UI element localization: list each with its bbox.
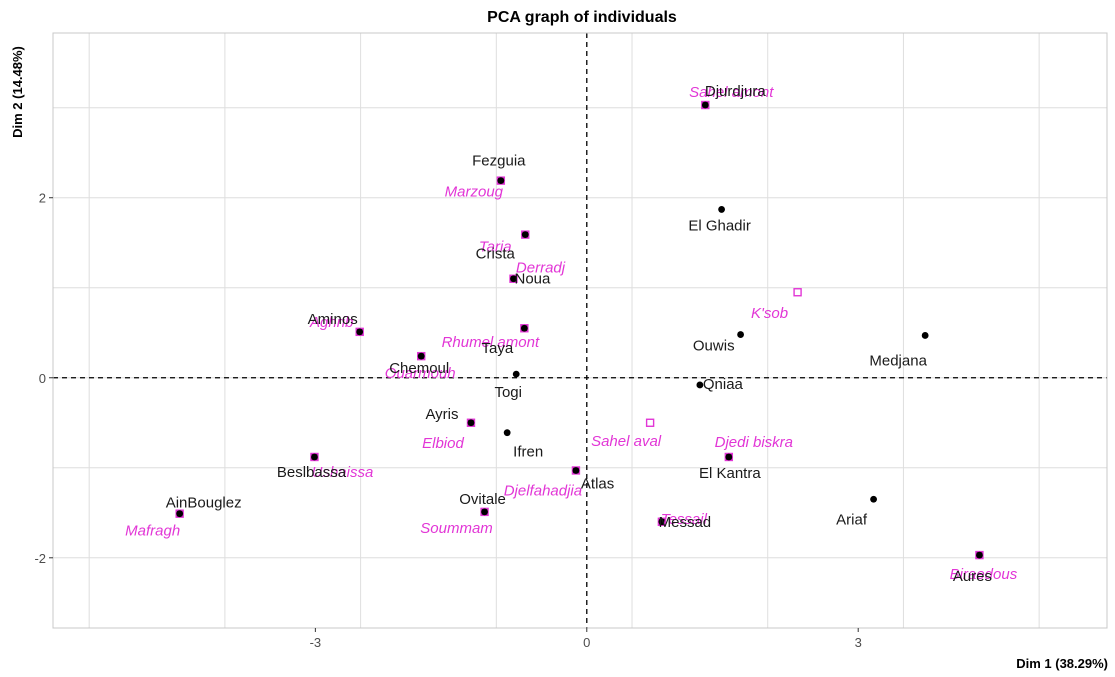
active-point [701,101,709,109]
active-point [520,324,528,332]
supplementary-point-label: Marzoug [445,184,504,201]
active-point [870,495,877,503]
y-tick-label: -2 [34,551,46,566]
active-point [976,551,983,559]
active-point-label: El Kantra [699,465,761,482]
reference-lines [53,33,1107,628]
active-point [737,331,744,338]
active-point-label: Noua [515,271,552,288]
supplementary-point-label: Aghrib [309,314,353,331]
active-point [510,275,517,283]
active-point [725,453,733,461]
active-point-label: Ariaf [836,511,868,528]
active-point-label: Messad [659,514,712,531]
active-point-label: Crista [476,246,516,263]
active-point-label: Qniaa [703,376,744,393]
active-point-label: Togi [494,384,522,401]
active-point-label: Ouwis [693,338,735,355]
active-point [311,453,318,461]
active-point [512,370,520,378]
supplementary-point-label: Derradj [516,260,566,277]
active-point [521,231,529,239]
active-point [497,177,505,185]
active-point-label: Ayris [425,406,458,423]
supplementary-point-label: Sahel amont [689,84,774,101]
point-layer [175,100,984,560]
supplementary-point-label: Tessail [661,511,708,528]
supplementary-point-label: K'sob [751,305,788,322]
active-point [176,510,184,518]
active-point [417,352,425,360]
supplementary-point-label: Taria [479,239,512,256]
x-tick-label: 3 [855,635,862,650]
supplementary-point-label: Elbiod [422,435,464,452]
active-point-label: Taya [482,340,514,357]
active-point-label: Ovitale [459,491,506,508]
active-point-label: Ifren [513,444,543,461]
active-point-label: Fezguia [472,153,526,170]
supplementary-point-label: Rhumel amont [442,334,540,351]
active-point [503,429,511,437]
y-tick-label: 0 [39,371,46,386]
supplementary-point-label: Sahel aval [591,433,662,450]
active-point-label: AinBouglez [166,495,242,512]
active-point-label: Chemoul [389,360,449,377]
active-point [356,328,364,336]
active-point-label: Aures [953,568,992,585]
supplementary-point-label: Mafragh [125,523,180,540]
active-point-label: Djurdjura [705,83,767,100]
active-point [481,508,488,516]
active-point-label: El Ghadir [688,217,751,234]
active-point [921,332,929,339]
active-point [658,518,666,526]
active-point-label: Aminos [308,311,358,328]
supplementary-point-label: Ushaissa [312,464,374,481]
panel-border [52,32,1108,629]
active-point [467,419,475,427]
active-point-label: Atlas [581,475,614,492]
active-point-label: Beslbassa [277,464,347,481]
active-point [572,467,580,474]
x-tick-label: 0 [583,635,590,650]
x-tick-label: -3 [310,635,322,650]
supplementary-point-label: Djedi biskra [715,434,793,451]
supplementary-point-label: Biraedous [950,566,1018,583]
supplementary-point-label: Djelfahadjia [504,482,582,499]
chart-title: PCA graph of individuals [487,9,677,26]
x-axis-title: Dim 1 (38.29%) [1016,656,1108,671]
y-axis-title: Dim 2 (14.48%) [10,46,25,138]
supplementary-point [645,418,655,427]
y-tick-label: 2 [39,191,46,206]
tick-layer: -3 0 3 -2 0 2 [34,191,861,650]
active-point [696,381,704,389]
supplementary-point-label: Soummam [420,520,493,537]
supplementary-point-label: Ouarmouh [385,365,456,382]
supplementary-point [793,288,802,297]
active-point [718,206,725,213]
active-point-label: Medjana [869,352,927,369]
